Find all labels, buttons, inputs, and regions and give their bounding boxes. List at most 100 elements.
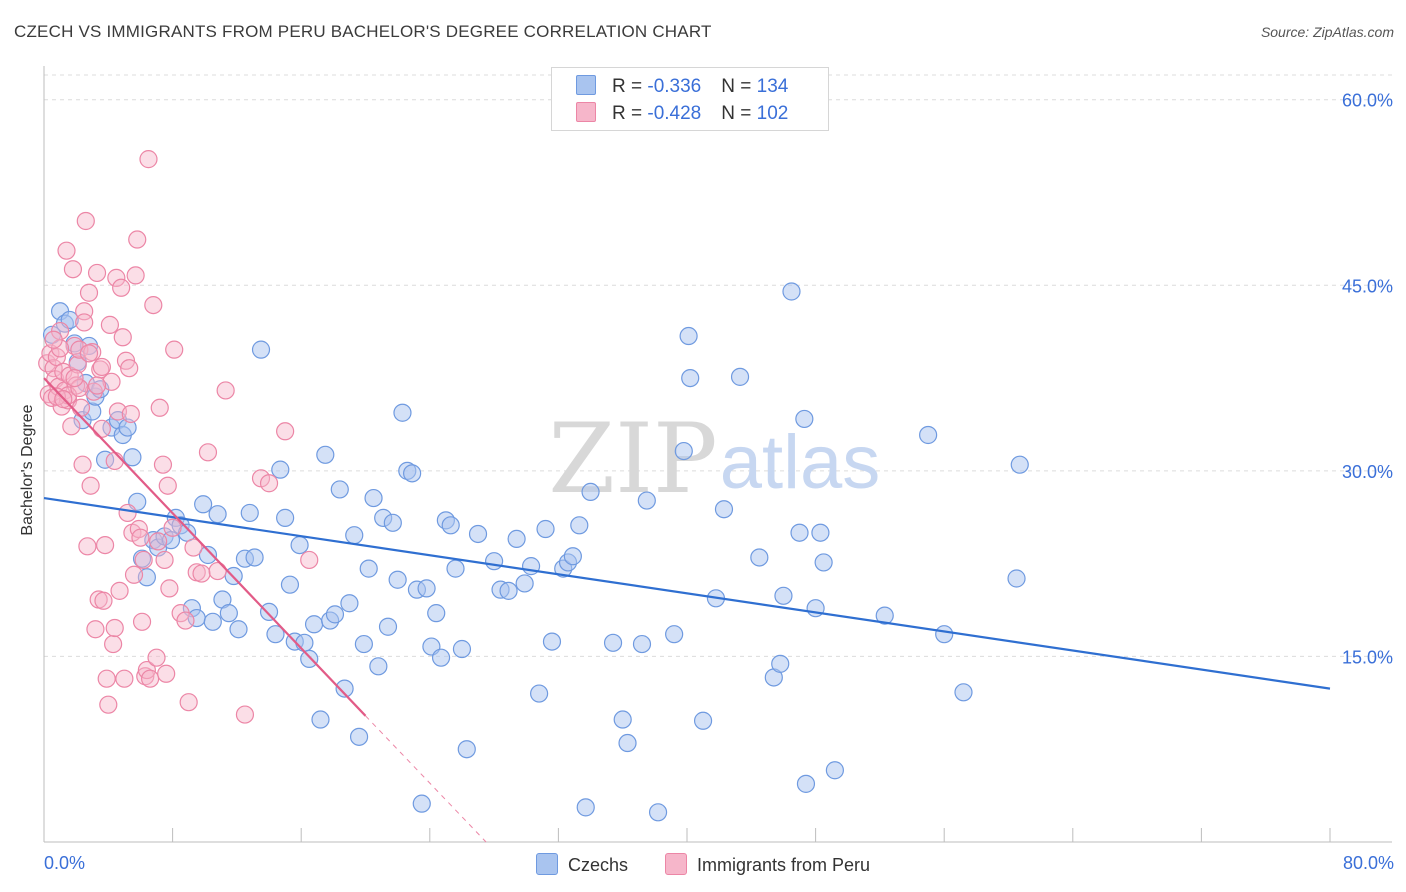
czechs-point	[875, 606, 894, 625]
peru-point	[79, 344, 99, 363]
legend-item-czechs[interactable]: Czechs	[535, 853, 628, 876]
peru-point	[259, 474, 279, 493]
czechs-point	[499, 581, 518, 600]
peru-point	[92, 357, 111, 377]
peru-point	[126, 266, 145, 285]
czechs-point	[259, 602, 279, 622]
peru-point	[62, 417, 81, 436]
czechs-point	[388, 570, 407, 589]
watermark-atlas: atlas	[720, 420, 881, 505]
czechs-point	[271, 460, 290, 479]
czechs-point	[203, 612, 222, 631]
y-axis-label: Bachelor's Degree	[19, 404, 36, 536]
peru-point	[102, 372, 121, 391]
peru-point	[81, 476, 100, 495]
peru-point	[147, 648, 166, 667]
peru-point	[87, 263, 107, 283]
peru-point	[104, 634, 123, 654]
czechs-trend-line	[43, 496, 1331, 690]
legend-r-value: -0.336	[647, 76, 702, 97]
peru-point	[57, 241, 76, 260]
czechs-point	[245, 548, 264, 567]
czechs-point	[814, 553, 833, 572]
czechs-point	[208, 505, 227, 524]
peru-point	[105, 618, 124, 638]
czechs-point	[412, 794, 431, 813]
czechs-point	[446, 559, 465, 578]
peru-point	[105, 451, 124, 471]
czechs-point	[536, 519, 555, 539]
czechs-point	[674, 441, 693, 461]
czechs-point	[1010, 455, 1029, 474]
chart-title: CZECH VS IMMIGRANTS FROM PERU BACHELOR'S…	[14, 22, 712, 41]
czechs-point	[771, 654, 790, 673]
czechs-point	[679, 326, 698, 346]
czechs-point	[637, 491, 656, 510]
czechs-point	[354, 634, 373, 654]
peru-point	[150, 398, 169, 417]
peru-point	[140, 669, 160, 688]
czechs-point	[304, 615, 324, 634]
czechs-point	[335, 679, 354, 698]
czechs-point	[417, 579, 436, 598]
peru-point	[99, 695, 118, 714]
czechs-point	[300, 649, 319, 669]
watermark: ZIP atlas	[548, 403, 880, 515]
czechs-point	[457, 740, 476, 759]
czechs-point	[782, 282, 801, 301]
czechs-point	[240, 503, 259, 523]
peru-point	[155, 550, 174, 570]
peru-swatch	[576, 102, 596, 122]
peru-point	[113, 328, 132, 347]
peru-point	[76, 211, 95, 231]
peru-point	[121, 404, 140, 424]
peru-point	[165, 340, 184, 359]
czechs-point	[542, 632, 562, 651]
czechs-point	[825, 761, 844, 780]
y-tick-label: 60.0%	[1342, 91, 1393, 111]
peru-point	[73, 455, 92, 474]
y-tick-label: 45.0%	[1342, 276, 1393, 296]
peru-point	[115, 669, 134, 688]
czechs-point	[427, 604, 446, 623]
czechs-point	[796, 774, 816, 793]
peru-point	[132, 612, 152, 631]
peru-point	[112, 278, 131, 297]
czechs-point	[229, 620, 248, 639]
czechs-point	[648, 803, 668, 822]
czechs-point	[123, 448, 142, 467]
peru-point	[184, 538, 203, 557]
bottom-legend: Czechs Immigrants from Peru	[0, 853, 1406, 876]
peru-point	[134, 550, 153, 570]
czechs-point	[935, 625, 954, 644]
czechs-point	[919, 425, 938, 445]
peru-trend-extension	[365, 715, 487, 843]
czechs-point	[563, 547, 582, 566]
peru-point	[157, 664, 176, 683]
legend-r-value: -0.428	[647, 103, 702, 124]
czechs-point	[349, 727, 369, 746]
czechs-point	[266, 625, 285, 644]
peru-point	[179, 693, 198, 712]
x-tick-label-min: 0.0%	[44, 853, 86, 873]
peru-point	[87, 376, 107, 395]
peru-point	[136, 667, 155, 686]
peru-point	[149, 532, 168, 551]
legend-item-peru[interactable]: Immigrants from Peru	[665, 853, 870, 876]
peru-point	[300, 550, 319, 570]
czechs-swatch	[576, 75, 596, 95]
peru-point	[78, 537, 97, 556]
czechs-point	[714, 500, 734, 519]
czechs-point	[750, 548, 769, 567]
czechs-point	[276, 508, 295, 527]
y-tick-label: 30.0%	[1342, 462, 1393, 482]
czechs-point	[369, 657, 388, 676]
czechs-point	[576, 798, 595, 817]
peru-point	[97, 669, 116, 688]
legend-n-label: N =	[721, 103, 757, 124]
peru-point	[235, 705, 255, 724]
czechs-point	[316, 445, 335, 464]
czechs-point	[774, 586, 793, 605]
czechs-point	[632, 634, 652, 654]
czechs-point	[693, 711, 713, 730]
